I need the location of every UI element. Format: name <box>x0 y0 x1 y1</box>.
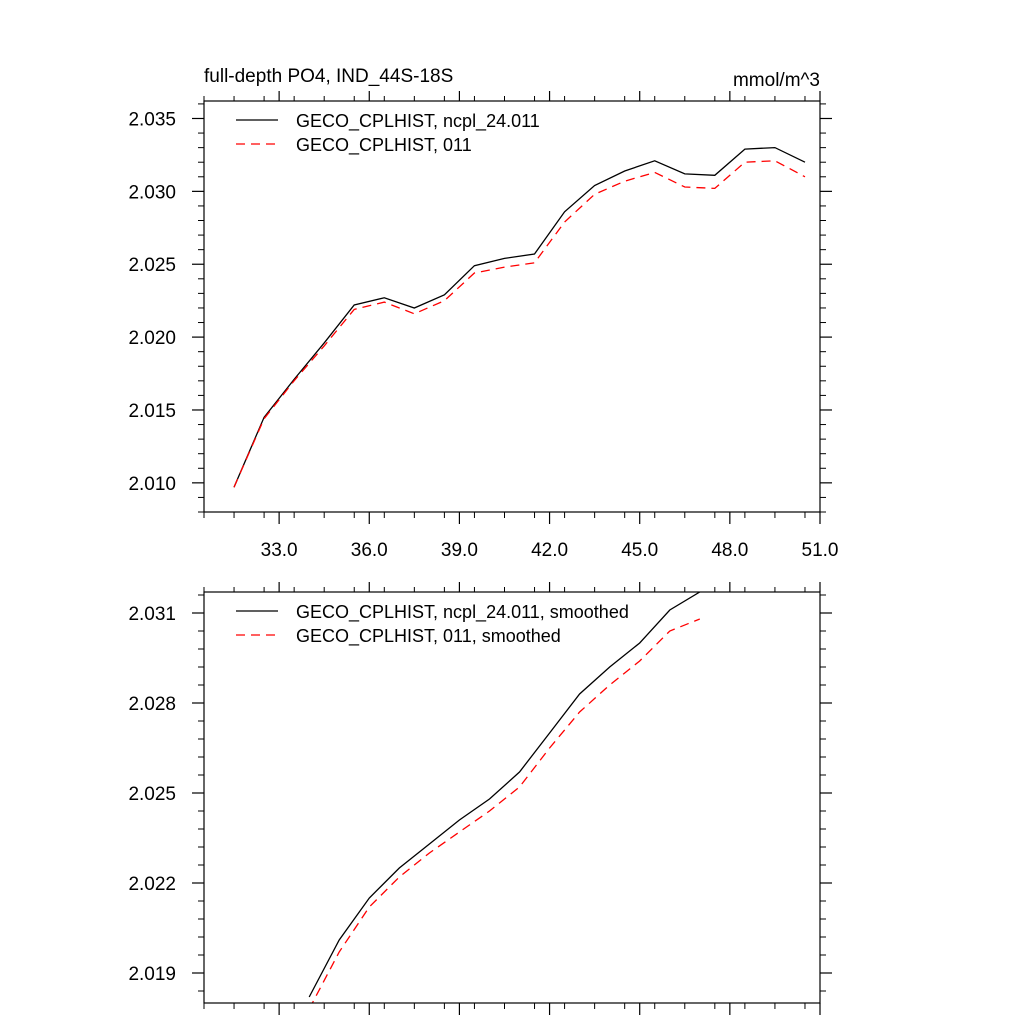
bottom-legend: GECO_CPLHIST, ncpl_24.011, smoothed GECO… <box>236 602 629 647</box>
x-tick-label: 48.0 <box>711 540 748 561</box>
top-legend: GECO_CPLHIST, ncpl_24.011 GECO_CPLHIST, … <box>236 111 540 156</box>
legend-label-ncpl: GECO_CPLHIST, ncpl_24.011 <box>296 111 540 132</box>
x-tick-label: 33.0 <box>261 540 298 561</box>
top-series <box>233 146 806 488</box>
plot-frame <box>203 100 821 513</box>
plot-frame <box>203 591 821 1004</box>
bottom-axes: 2.019 2.022 2.025 2.028 2.031 <box>128 582 832 1015</box>
top-panel: full-depth PO4, IND_44S-18S mmol/m^3 33.… <box>128 66 838 561</box>
y-tick-label: 2.015 <box>128 401 176 422</box>
series-line-ncpl <box>233 146 806 488</box>
y-tick-label: 2.020 <box>128 328 176 349</box>
legend-label-011: GECO_CPLHIST, 011 <box>296 135 472 156</box>
x-tick-label: 42.0 <box>531 540 568 561</box>
x-tick-label: 36.0 <box>351 540 388 561</box>
y-tick-label: 2.031 <box>128 604 176 625</box>
chart-title: full-depth PO4, IND_44S-18S <box>204 66 453 87</box>
x-tick-label: 45.0 <box>621 540 658 561</box>
bottom-panel: 2.019 2.022 2.025 2.028 2.031 GECO_CPLHIST, … <box>128 582 832 1015</box>
top-axes: 33.0 36.0 39.0 42.0 45.0 48.0 51.0 2.010 2.015 2.… <box>128 91 838 561</box>
series-line-ncpl <box>308 592 701 998</box>
x-tick-label: 39.0 <box>441 540 478 561</box>
y-tick-label: 2.022 <box>128 874 176 895</box>
legend-label-ncpl-smoothed: GECO_CPLHIST, ncpl_24.011, smoothed <box>296 602 629 623</box>
legend-label-011-smoothed: GECO_CPLHIST, 011, smoothed <box>296 626 561 647</box>
bottom-series <box>308 592 701 1003</box>
y-tick-label: 2.019 <box>128 964 176 985</box>
y-tick-label: 2.030 <box>128 182 176 203</box>
y-tick-label: 2.035 <box>128 109 176 130</box>
y-tick-label: 2.010 <box>128 474 176 495</box>
series-line-011 <box>311 618 701 1003</box>
series-line-011 <box>233 160 806 488</box>
y-tick-label: 2.025 <box>128 255 176 276</box>
units-label: mmol/m^3 <box>733 70 820 91</box>
x-tick-label: 51.0 <box>802 540 839 561</box>
y-tick-label: 2.025 <box>128 784 176 805</box>
y-tick-label: 2.028 <box>128 694 176 715</box>
